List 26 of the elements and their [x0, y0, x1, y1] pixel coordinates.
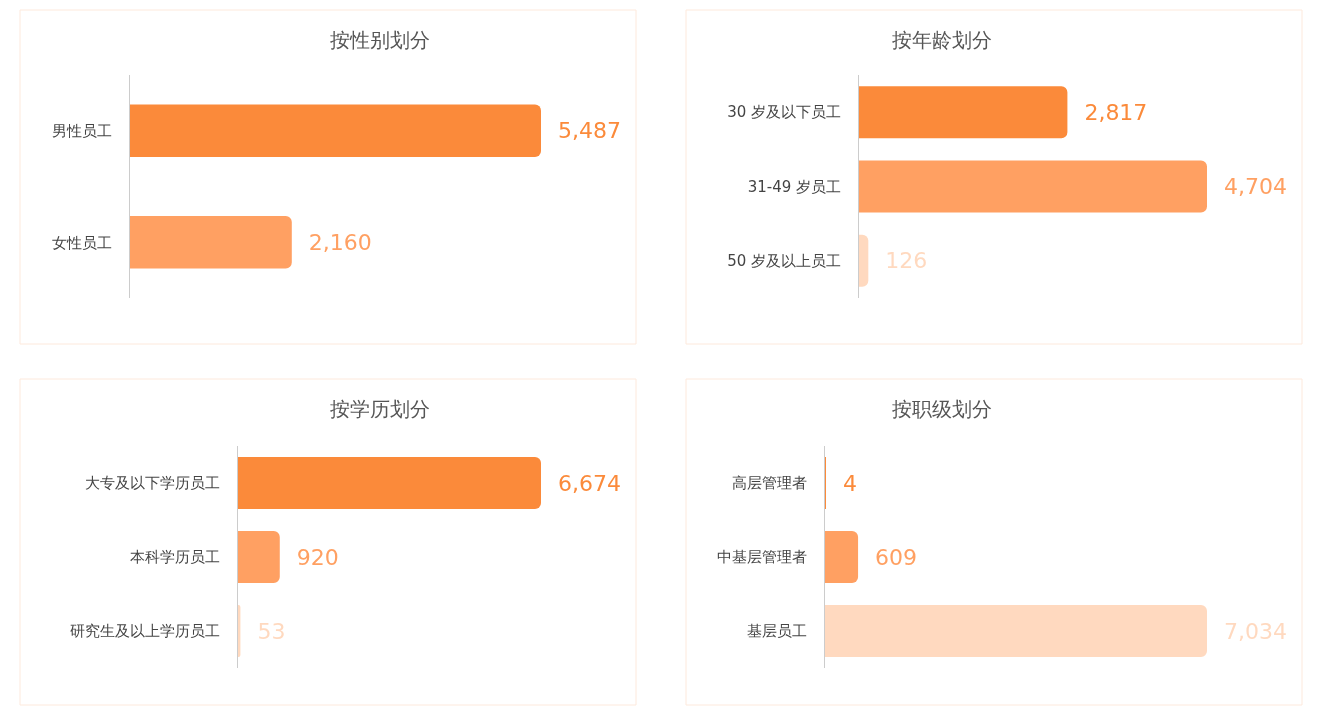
data-label: 6,674 [544, 470, 621, 496]
y-tick-label: 本科学历员工 [130, 548, 220, 567]
data-label: 53 [243, 618, 286, 644]
y-tick-label: 女性员工 [52, 233, 112, 252]
y-tick-label: 大专及以下学历员工 [85, 474, 220, 493]
y-tick-label: 高层管理者 [732, 474, 807, 493]
data-label: 5,487 [544, 118, 621, 144]
y-tick-label: 中基层管理者 [717, 548, 807, 567]
data-label: 4,704 [1210, 174, 1287, 199]
data-label: 7,034 [1210, 618, 1287, 644]
y-tick-label: 30 岁及以下员工 [727, 103, 841, 122]
y-tick-label: 男性员工 [52, 122, 112, 140]
data-label: 609 [861, 544, 918, 570]
data-label: 126 [871, 248, 928, 274]
y-tick-label: 31-49 岁员工 [747, 177, 841, 196]
data-label: 4 [829, 470, 857, 496]
data-label: 920 [282, 544, 339, 570]
chart-title: 按职级划分 [892, 397, 992, 421]
data-label: 2,817 [1070, 99, 1148, 125]
chart-title: 按性别划分 [330, 28, 430, 52]
chart-title: 按年龄划分 [892, 28, 992, 52]
y-tick-label: 基层员工 [747, 622, 807, 641]
chart-title: 按学历划分 [330, 397, 430, 421]
y-tick-label: 50 岁及以上员工 [727, 252, 841, 271]
y-tick-label: 研究生及以上学历员工 [70, 622, 220, 641]
data-label: 2,160 [294, 229, 372, 255]
